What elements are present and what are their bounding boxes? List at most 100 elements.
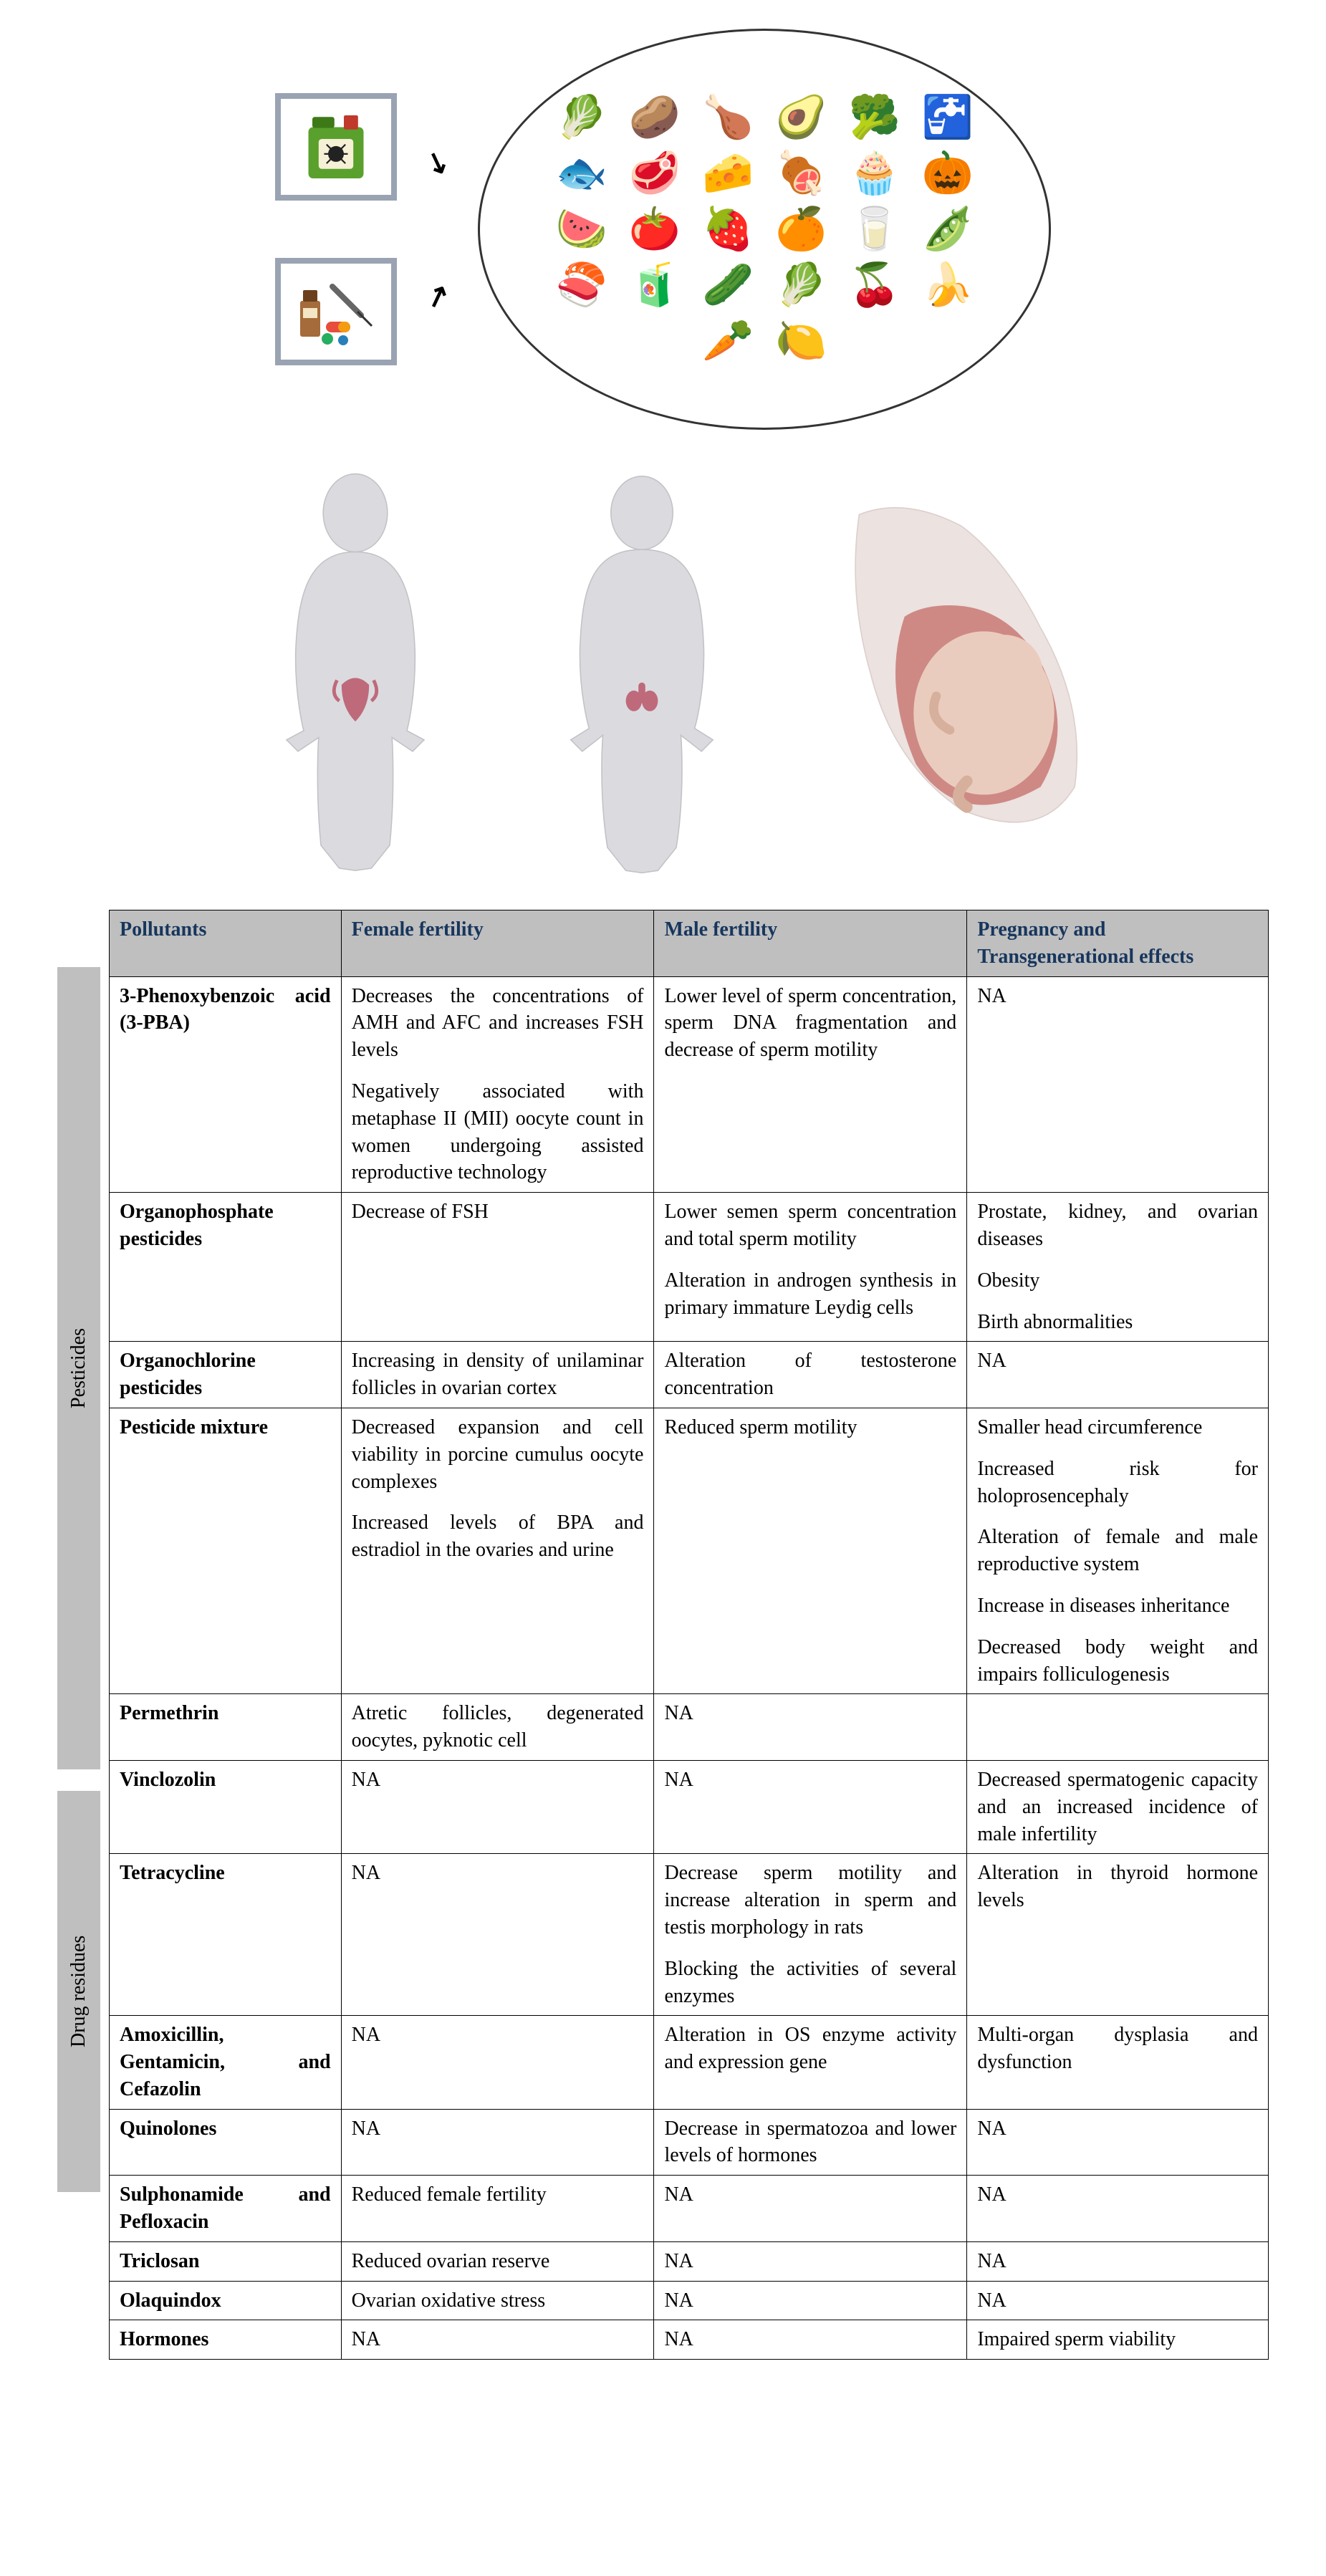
effect-cell: NA <box>967 2281 1269 2320</box>
cell-paragraph: 3-Phenoxybenzoic acid (3-PBA) <box>120 983 331 1037</box>
food-item: 🍉 <box>556 205 607 254</box>
table-row: Organochlorine pesticidesIncreasing in d… <box>110 1342 1269 1408</box>
pollutant-cell: Organophosphate pesticides <box>110 1193 342 1342</box>
effect-cell: NA <box>654 1760 967 1853</box>
table-row: Quinolones NA Decrease in spermatozoa and … <box>110 2109 1269 2176</box>
cell-paragraph: NA <box>664 2287 956 2315</box>
source-boxes <box>275 93 397 365</box>
effects-table: Pollutants Female fertility Male fertili… <box>109 910 1269 2360</box>
th-pregnancy: Pregnancy and Transgenerational effects <box>967 910 1269 977</box>
cell-paragraph: Hormones <box>120 2326 331 2353</box>
drug-box <box>275 258 397 365</box>
cell-paragraph: Organochlorine pesticides <box>120 1347 331 1402</box>
cell-paragraph: Lower semen sperm concentration and tota… <box>664 1198 956 1253</box>
pollutant-cell: Pesticide mixture <box>110 1408 342 1693</box>
cell-paragraph: Alteration in androgen synthesis in prim… <box>664 1267 956 1322</box>
effect-cell: Ovarian oxidative stress <box>341 2281 654 2320</box>
cell-paragraph: Vinclozolin <box>120 1767 331 1794</box>
cell-paragraph: Quinolones <box>120 2115 331 2143</box>
food-item: 🥬 <box>556 93 607 142</box>
effect-cell: NA <box>967 2109 1269 2176</box>
cell-paragraph: Lower level of sperm concentration, sper… <box>664 983 956 1064</box>
cell-paragraph: Increase in diseases inheritance <box>977 1592 1258 1620</box>
cell-paragraph: Alteration of female and male reproducti… <box>977 1524 1258 1578</box>
pesticide-icon <box>297 107 375 186</box>
effect-cell: NA <box>654 2241 967 2281</box>
pollutant-cell: Olaquindox <box>110 2281 342 2320</box>
effect-cell: NA <box>341 2320 654 2360</box>
food-item: 🧁 <box>848 149 900 198</box>
cell-paragraph: NA <box>664 2181 956 2209</box>
male-body-icon <box>527 466 756 881</box>
food-item: 🥒 <box>702 261 754 309</box>
food-item: 🥕 <box>702 317 754 365</box>
table-row: VinclozolinNANADecreased spermatogenic c… <box>110 1760 1269 1853</box>
effect-cell: Decreases the concentrations of AMH and … <box>341 976 654 1193</box>
category-tags: Pesticides Drug residues <box>57 910 100 2360</box>
cell-paragraph: Amoxicillin, Gentamicin, and Cefazolin <box>120 2022 331 2102</box>
cell-paragraph: NA <box>664 2326 956 2353</box>
cell-paragraph: Olaquindox <box>120 2287 331 2315</box>
cell-paragraph: Tetracycline <box>120 1860 331 1887</box>
food-item: 🥩 <box>629 149 681 198</box>
effect-cell: NA <box>654 2281 967 2320</box>
table-row: Olaquindox Ovarian oxidative stress NA NA <box>110 2281 1269 2320</box>
effect-cell: NA <box>967 2176 1269 2242</box>
cell-paragraph: Triclosan <box>120 2248 331 2275</box>
cell-paragraph: Birth abnormalities <box>977 1309 1258 1336</box>
effect-cell: Smaller head circumferenceIncreased risk… <box>967 1408 1269 1693</box>
effect-cell: NA <box>341 2016 654 2109</box>
cell-paragraph: Obesity <box>977 1267 1258 1294</box>
arrow-up-icon: ↗ <box>421 277 455 317</box>
cell-paragraph: NA <box>977 2115 1258 2143</box>
effect-cell: Lower level of sperm concentration, sper… <box>654 976 967 1193</box>
effect-cell <box>967 1694 1269 1761</box>
arrow-down-icon: ↘ <box>421 143 455 183</box>
food-oval: 🥬🥔🍗🥑🥦🚰🐟🥩🧀🍖🧁🎃🍉🍅🍓🍊🥛🫛🍣🧃🥒🥬🍒🍌🥕🍋 <box>478 29 1051 430</box>
effect-cell: NA <box>654 2320 967 2360</box>
cell-paragraph: Decrease of FSH <box>352 1198 644 1226</box>
pollutant-cell: Organochlorine pesticides <box>110 1342 342 1408</box>
cell-paragraph: Decreased body weight and impairs follic… <box>977 1634 1258 1688</box>
arrow-column: ↘ ↗ <box>426 145 450 313</box>
effect-cell: Lower semen sperm concentration and tota… <box>654 1193 967 1342</box>
cell-paragraph: Ovarian oxidative stress <box>352 2287 644 2315</box>
effect-cell: NA <box>967 1342 1269 1408</box>
effect-cell: Increasing in density of unilaminar foll… <box>341 1342 654 1408</box>
category-tag: Drug residues <box>57 1791 100 2192</box>
food-item: 🍓 <box>702 205 754 254</box>
food-item: 🍋 <box>775 317 827 365</box>
fetus-icon <box>814 494 1086 852</box>
cell-paragraph: Decreased spermatogenic capacity and an … <box>977 1767 1258 1847</box>
cell-paragraph: Sulphonamide and Pefloxacin <box>120 2181 331 2236</box>
effect-cell: Atretic follicles, degenerated oocytes, … <box>341 1694 654 1761</box>
cell-paragraph: Increased risk for holoprosencephaly <box>977 1456 1258 1510</box>
effect-cell: Decreased spermatogenic capacity and an … <box>967 1760 1269 1853</box>
cell-paragraph: NA <box>664 2248 956 2275</box>
effect-cell: Decrease in spermatozoa and lower levels… <box>654 2109 967 2176</box>
pollutant-cell: Amoxicillin, Gentamicin, and Cefazolin <box>110 2016 342 2109</box>
category-tag: Pesticides <box>57 967 100 1769</box>
drug-icon <box>293 272 379 351</box>
cell-paragraph: NA <box>352 1767 644 1794</box>
cell-paragraph: Blocking the activities of several enzym… <box>664 1956 956 2010</box>
cell-paragraph: NA <box>352 2326 644 2353</box>
food-item: 🧀 <box>702 149 754 198</box>
cell-paragraph: NA <box>977 2248 1258 2275</box>
table-wrap: Pesticides Drug residues Pollutants Femal… <box>57 910 1269 2360</box>
effect-cell: NA <box>967 2241 1269 2281</box>
pollutant-cell: Hormones <box>110 2320 342 2360</box>
cell-paragraph: Pesticide mixture <box>120 1414 331 1441</box>
cell-paragraph: NA <box>352 2022 644 2049</box>
effect-cell: Reduced ovarian reserve <box>341 2241 654 2281</box>
effect-cell: Reduced sperm motility <box>654 1408 967 1693</box>
effect-cell: Alteration in OS enzyme activity and exp… <box>654 2016 967 2109</box>
effect-cell: Alteration of testosterone concentration <box>654 1342 967 1408</box>
cell-paragraph: Alteration of testosterone concentration <box>664 1347 956 1402</box>
table-row: Pesticide mixtureDecreased expansion and… <box>110 1408 1269 1693</box>
pollutant-cell: Quinolones <box>110 2109 342 2176</box>
cell-paragraph: Permethrin <box>120 1700 331 1727</box>
food-item: 🍌 <box>922 261 974 309</box>
cell-paragraph: NA <box>664 1700 956 1727</box>
effect-cell: NA <box>654 1694 967 1761</box>
